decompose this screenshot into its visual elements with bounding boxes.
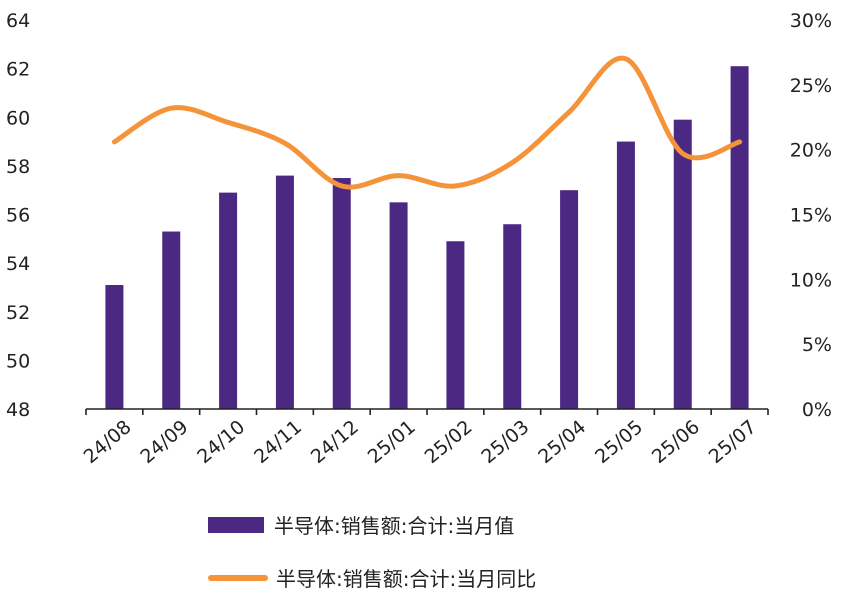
legend-item-bar: 半导体:销售额:合计:当月值 [208,510,514,539]
bar [162,231,181,409]
left-tick-label: 56 [6,205,30,227]
bar [219,192,238,409]
category-label: 25/06 [648,416,704,468]
bar [560,190,579,409]
x-axis: 24/08 24/09 24/10 24/11 24/12 25/01 25/02 25/03… [80,408,769,468]
category-label: 25/02 [421,416,477,468]
bar [503,224,522,409]
yoy-line [111,55,743,190]
legend-item-line: 半导体:销售额:合计:当月同比 [208,563,536,592]
right-tick-label: 30% [790,10,832,32]
right-tick-label: 25% [790,75,832,97]
right-tick-label: 10% [790,269,832,291]
line-series [111,55,743,190]
bar [446,241,465,409]
category-label: 24/10 [193,416,249,468]
category-label: 24/12 [307,416,363,468]
bar [332,178,351,409]
left-tick-label: 50 [6,350,30,372]
left-tick-label: 54 [6,253,30,275]
category-label: 24/09 [136,416,192,468]
right-tick-label: 20% [790,140,832,162]
left-tick-label: 64 [6,10,30,32]
left-tick-label: 62 [6,59,30,81]
bar [275,175,294,409]
left-tick-label: 52 [6,302,30,324]
bar [730,66,749,409]
bar-series [105,66,749,410]
right-axis-ticks: 0% 5% 10% 15% 20% 25% 30% [790,10,832,421]
left-tick-label: 48 [6,399,30,421]
category-label: 24/11 [250,416,306,468]
bar [389,202,408,409]
category-label: 25/04 [534,416,590,468]
left-tick-label: 60 [6,107,30,129]
legend-bar-label: 半导体:销售额:合计:当月值 [274,514,515,538]
category-label: 24/08 [80,416,136,468]
bar [616,141,635,409]
bar [105,285,124,409]
bar [673,119,692,410]
category-label: 25/03 [477,416,533,468]
right-tick-label: 15% [790,205,832,227]
left-tick-label: 58 [6,156,30,178]
right-tick-label: 0% [802,399,832,421]
left-axis-ticks: 48 50 52 54 56 58 60 62 64 [6,10,30,421]
category-label: 25/05 [591,416,647,468]
legend-line-label: 半导体:销售额:合计:当月同比 [276,567,537,591]
right-tick-label: 5% [802,334,832,356]
legend-line-swatch [208,574,268,581]
category-label: 25/07 [705,416,761,468]
category-label: 25/01 [364,416,420,468]
legend-bar-swatch [208,516,264,533]
